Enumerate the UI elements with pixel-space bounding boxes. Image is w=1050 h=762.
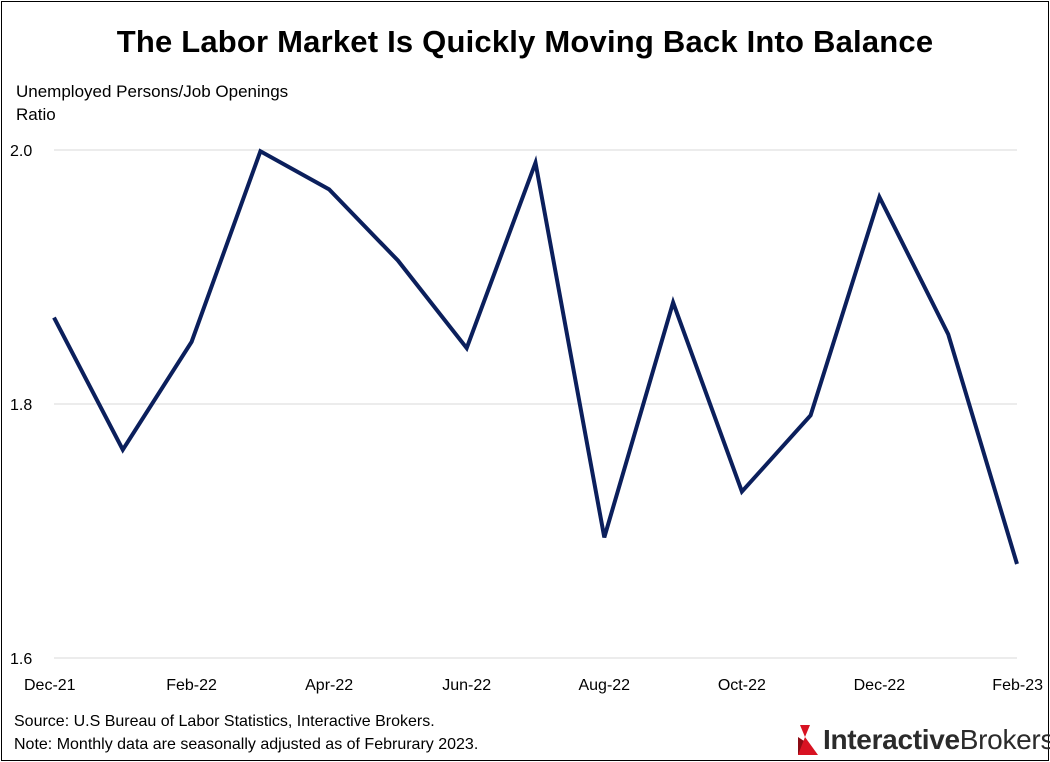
series-line [52, 148, 1019, 565]
interactive-brokers-logo: Interactive Brokers [796, 720, 1050, 760]
chart-title: The Labor Market Is Quickly Moving Back … [116, 24, 934, 59]
x-tick-label: Feb-23 [992, 677, 1043, 694]
data-note: Note: Monthly data are seasonally adjust… [14, 736, 479, 753]
x-tick-label: Apr-22 [305, 677, 353, 694]
y-tick-label: 1.8 [10, 397, 32, 414]
line-chart: 1.6 1.8 2.0 Dec-21 Feb-22 Apr-22 Jun-22 Aug-22 O… [10, 143, 1043, 694]
x-tick-label: Jun-22 [442, 677, 491, 694]
y-axis-label-line-1: Unemployed Persons/Job Openings [16, 82, 289, 101]
chart-footer: Source: U.S Bureau of Labor Statistics, … [14, 710, 478, 756]
logo-text-brokers: Brokers [959, 724, 1050, 755]
logo-text-interactive: Interactive [823, 724, 960, 755]
x-tick-label: Dec-22 [854, 677, 906, 694]
x-tick-label: Aug-22 [578, 677, 630, 694]
y-tick-label: 1.6 [10, 651, 32, 668]
y-axis-label: Unemployed Persons/Job Openings Ratio [16, 80, 288, 126]
y-axis-label-line-2: Ratio [16, 105, 56, 124]
x-tick-label: Feb-22 [166, 677, 217, 694]
x-tick-label: Dec-21 [24, 677, 76, 694]
interactive-brokers-logo-icon [798, 725, 818, 755]
y-tick-label: 2.0 [10, 143, 32, 160]
source-note: Source: U.S Bureau of Labor Statistics, … [14, 713, 435, 730]
x-tick-label: Oct-22 [718, 677, 766, 694]
